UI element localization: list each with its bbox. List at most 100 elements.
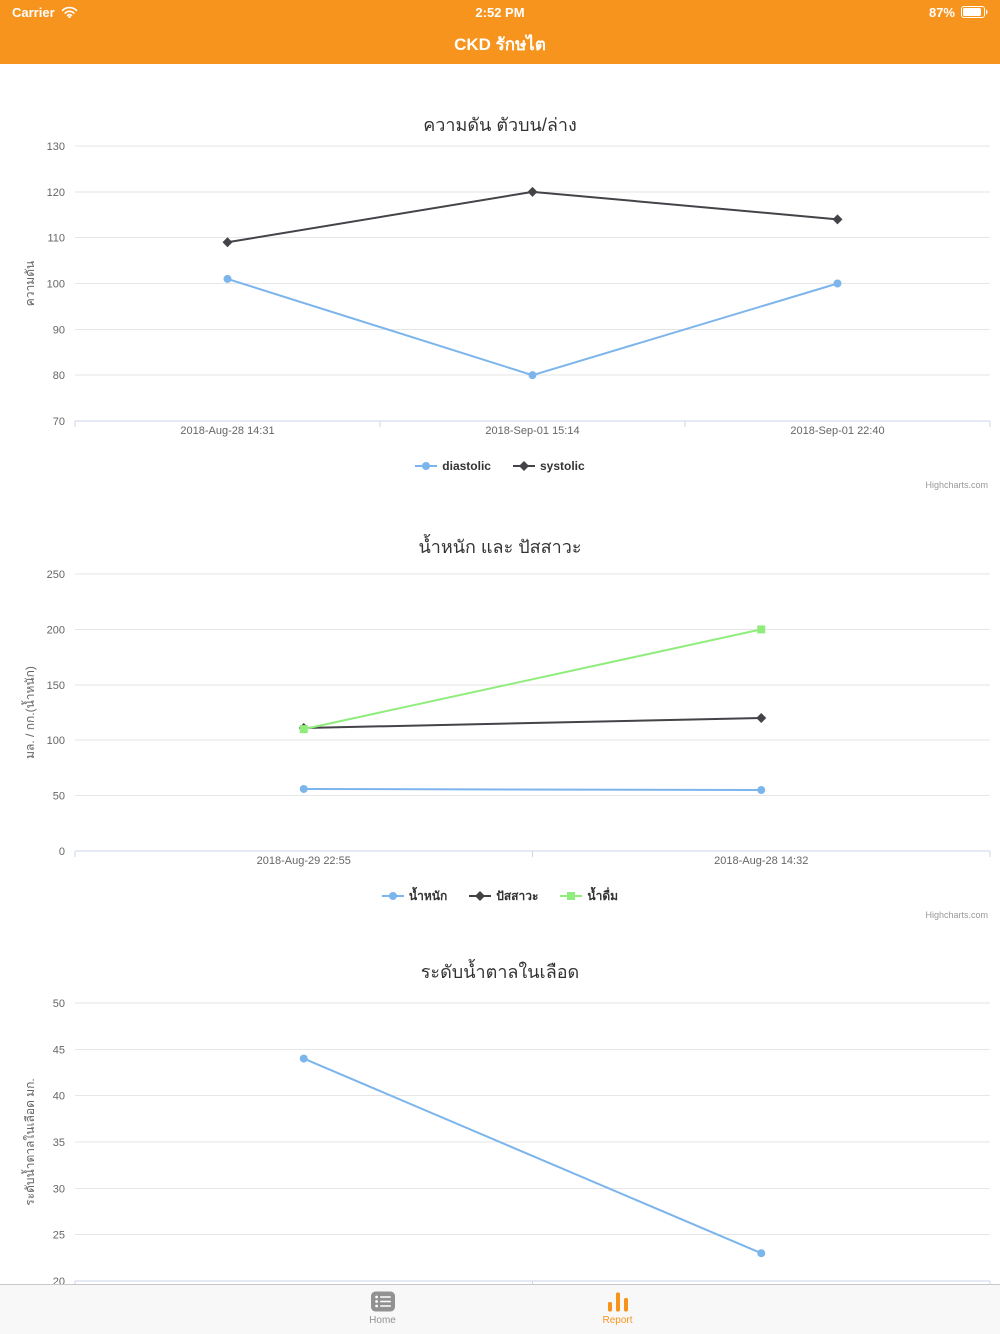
series-line-diastolic bbox=[227, 277, 838, 377]
status-right: 87% bbox=[929, 5, 988, 20]
data-point[interactable] bbox=[757, 786, 766, 795]
series-line-ปัสสาวะ bbox=[303, 717, 762, 730]
y-tick-label: 0 bbox=[59, 846, 65, 858]
y-tick-label: 30 bbox=[53, 1183, 65, 1195]
nav-bar: CKD รักษไต bbox=[0, 24, 1000, 64]
chart-plot-area: 70 80 90 100 110 120 130 ความดัน 2018-Aug-28 14:… bbox=[0, 132, 1000, 446]
circle-marker-icon bbox=[415, 462, 438, 470]
tab-home[interactable]: Home bbox=[335, 1285, 430, 1334]
y-tick-label: 40 bbox=[53, 1091, 65, 1103]
legend-label: systolic bbox=[539, 459, 585, 473]
legend-marker bbox=[388, 892, 397, 900]
chart-blood-sugar: ระดับน้ำตาลในเลือด 20 25 30 35 40 45 50 ระดับน้… bbox=[0, 925, 1000, 1330]
data-point[interactable] bbox=[299, 725, 308, 734]
data-point[interactable] bbox=[833, 279, 842, 288]
data-point[interactable] bbox=[756, 713, 767, 724]
y-axis-title: มล. / กก.(น้ำหนัก) bbox=[21, 666, 37, 759]
carrier-label: Carrier bbox=[12, 4, 55, 20]
y-tick-label: 200 bbox=[47, 624, 65, 636]
diamond-marker-icon bbox=[469, 891, 492, 901]
series-line-น้ำหนัก bbox=[303, 787, 762, 792]
x-tick-label: 2018-Aug-28 14:31 bbox=[180, 425, 274, 437]
data-point[interactable] bbox=[528, 371, 537, 380]
y-axis-title: ความดัน bbox=[23, 261, 37, 306]
x-tick-label: 2018-Sep-01 15:14 bbox=[485, 425, 579, 437]
y-tick-label: 90 bbox=[53, 324, 65, 336]
list-icon bbox=[370, 1291, 395, 1312]
y-tick-label: 130 bbox=[47, 141, 65, 153]
chart-weight-urine: น้ำหนัก และ ปัสสาวะ 0 50 100 150 200 250 มล. /… bbox=[0, 500, 1000, 920]
y-tick-label: 100 bbox=[47, 735, 65, 747]
chart-canvas: 0 50 100 150 200 250 มล. / กก.(น้ำหนัก) 2018-Au… bbox=[21, 569, 991, 867]
y-tick-label: 70 bbox=[53, 416, 65, 428]
y-tick-label: 250 bbox=[47, 569, 65, 581]
tab-report[interactable]: Report bbox=[570, 1285, 665, 1334]
x-tick-label: 2018-Aug-29 22:55 bbox=[257, 855, 351, 867]
chart-title: ระดับน้ำตาลในเลือด bbox=[420, 962, 580, 982]
chart-legend: น้ำหนัก ปัสสาวะ น้ำดื่ม bbox=[0, 884, 1000, 908]
legend-marker bbox=[422, 462, 431, 470]
legend-item-น้ำหนัก[interactable]: น้ำหนัก bbox=[381, 887, 448, 906]
bar-chart-icon bbox=[607, 1292, 628, 1312]
tab-bar: Home Report bbox=[0, 1284, 1000, 1334]
circle-marker-icon bbox=[381, 892, 404, 900]
data-point[interactable] bbox=[222, 237, 233, 248]
y-tick-label: 50 bbox=[53, 791, 65, 803]
square-marker-icon bbox=[560, 892, 583, 900]
highcharts-credits-link[interactable]: Highcharts.com bbox=[925, 910, 988, 920]
y-tick-label: 45 bbox=[53, 1044, 65, 1056]
y-tick-label: 25 bbox=[53, 1230, 65, 1242]
x-tick-label: 2018-Aug-28 14:32 bbox=[714, 855, 808, 867]
header: Carrier 2:52 PM 87% CKD รักษไต bbox=[0, 0, 1000, 64]
data-point[interactable] bbox=[527, 186, 538, 197]
legend-item-systolic[interactable]: systolic bbox=[512, 459, 585, 473]
chart-plot-area: 0 50 100 150 200 250 มล. / กก.(น้ำหนัก) 2018-Au… bbox=[0, 554, 1000, 876]
y-tick-label: 80 bbox=[53, 370, 65, 382]
legend-label: ปัสสาวะ bbox=[496, 888, 539, 903]
legend-label: diastolic bbox=[442, 459, 491, 473]
diamond-marker-icon bbox=[512, 461, 535, 471]
wifi-icon bbox=[61, 6, 77, 18]
chart-blood-pressure: ความดัน ตัวบน/ล่าง 70 80 90 100 110 120 130 ควา… bbox=[0, 78, 1000, 490]
legend-label: น้ำหนัก bbox=[408, 888, 448, 903]
legend-item-diastolic[interactable]: diastolic bbox=[415, 459, 491, 473]
chart-plot-area: 20 25 30 35 40 45 50 ระดับน้ำตาลในเลือด มก. bbox=[0, 979, 1000, 1319]
battery-icon bbox=[961, 6, 988, 18]
data-point[interactable] bbox=[299, 784, 308, 793]
series-line-systolic bbox=[227, 190, 838, 244]
y-axis-title: ระดับน้ำตาลในเลือด มก. bbox=[21, 1078, 37, 1206]
chart-canvas: 70 80 90 100 110 120 130 ความดัน 2018-Aug-28 14:… bbox=[23, 141, 991, 437]
chart-title: ความดัน ตัวบน/ล่าง bbox=[423, 115, 577, 135]
legend-marker bbox=[567, 892, 576, 900]
data-point[interactable] bbox=[299, 1054, 308, 1063]
data-point[interactable] bbox=[223, 274, 232, 283]
y-tick-label: 35 bbox=[53, 1137, 65, 1149]
y-tick-label: 110 bbox=[47, 233, 65, 245]
y-tick-label: 120 bbox=[47, 187, 65, 199]
chart-title: น้ำหนัก และ ปัสสาวะ bbox=[418, 537, 582, 557]
y-tick-label: 50 bbox=[53, 998, 65, 1010]
legend-item-ปัสสาวะ[interactable]: ปัสสาวะ bbox=[469, 887, 538, 906]
status-left: Carrier bbox=[12, 5, 78, 20]
series-line-น้ำดื่ม bbox=[303, 628, 762, 731]
data-point[interactable] bbox=[757, 1249, 766, 1258]
data-point[interactable] bbox=[757, 625, 766, 634]
y-tick-label: 100 bbox=[47, 279, 65, 291]
y-tick-label: 150 bbox=[47, 680, 65, 692]
legend-item-น้ำดื่ม[interactable]: น้ำดื่ม bbox=[560, 887, 618, 906]
data-point[interactable] bbox=[832, 214, 843, 225]
legend-marker bbox=[475, 891, 486, 901]
time-label: 2:52 PM bbox=[475, 4, 525, 20]
highcharts-credits-link[interactable]: Highcharts.com bbox=[925, 480, 988, 490]
chart-legend: diastolic systolic bbox=[0, 454, 1000, 478]
battery-percent-label: 87% bbox=[928, 4, 955, 20]
legend-label: น้ำดื่ม bbox=[587, 888, 619, 903]
legend-marker bbox=[518, 461, 529, 471]
series-line-blood-sugar bbox=[303, 1057, 762, 1255]
status-bar: Carrier 2:52 PM 87% bbox=[0, 0, 1000, 24]
tab-label-report: Report bbox=[602, 1315, 633, 1326]
x-tick-label: 2018-Sep-01 22:40 bbox=[790, 425, 884, 437]
page-title: CKD รักษไต bbox=[454, 34, 546, 54]
tab-label-home: Home bbox=[369, 1315, 396, 1326]
